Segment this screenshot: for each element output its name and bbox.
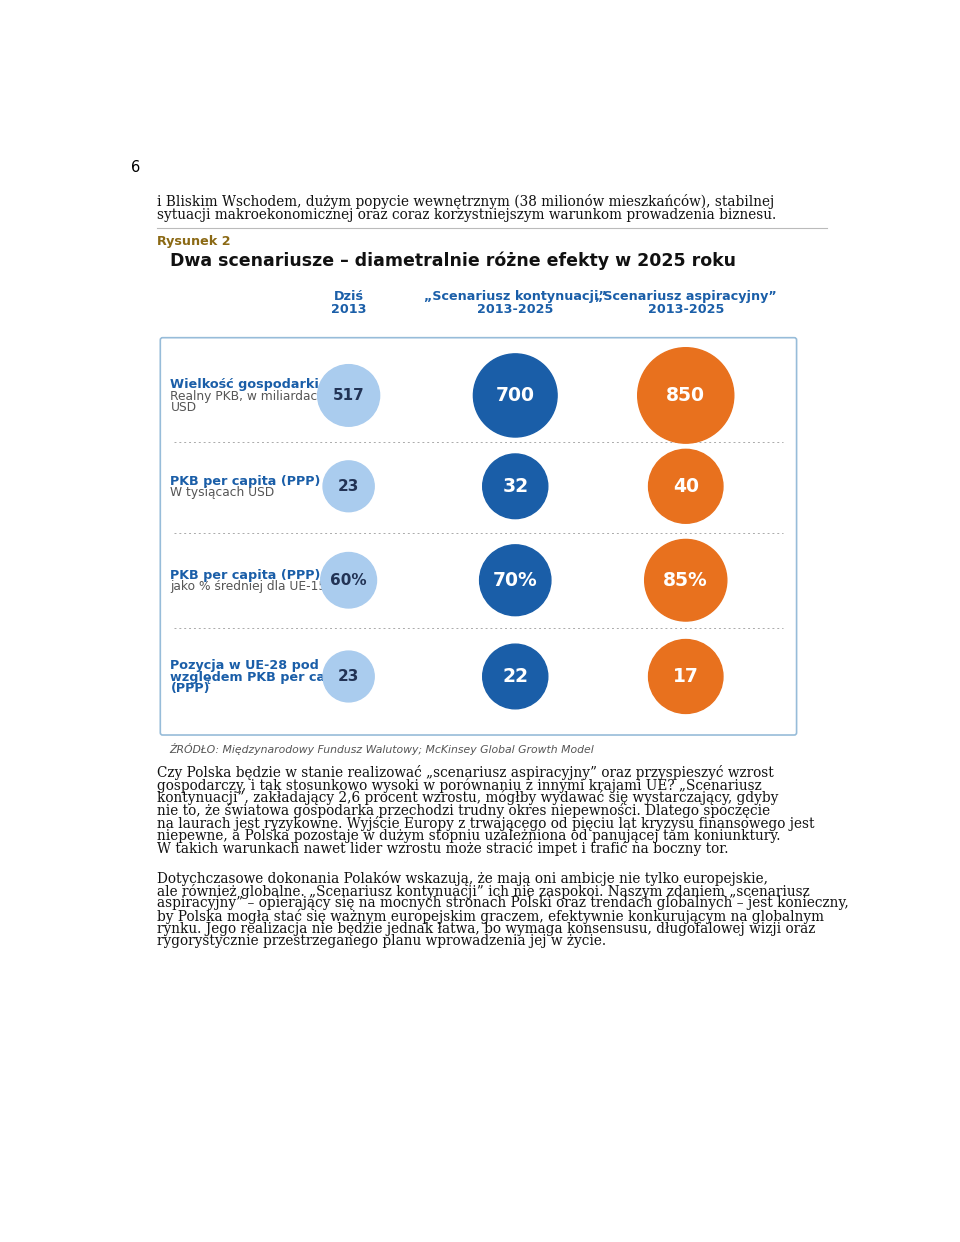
Text: sytuacji makroekonomicznej oraz coraz korzystniejszym warunkom prowadzenia bizne: sytuacji makroekonomicznej oraz coraz ko…: [157, 207, 777, 221]
Text: 85%: 85%: [663, 571, 708, 590]
Text: gospodarczy, i tak stosunkowo wysoki w porównaniu z innymi krajami UE? „Scenariu: gospodarczy, i tak stosunkowo wysoki w p…: [157, 777, 762, 792]
Text: 17: 17: [673, 667, 699, 686]
Text: 850: 850: [666, 386, 706, 405]
Text: nie to, że światowa gospodarka przechodzi trudny okres niepewności. Dlatego spoc: nie to, że światowa gospodarka przechodz…: [157, 804, 770, 818]
Circle shape: [649, 640, 723, 713]
Text: niepewne, a Polska pozostaje w dużym stopniu uzależniona od panującej tam koniun: niepewne, a Polska pozostaje w dużym sto…: [157, 828, 780, 842]
Text: W takich warunkach nawet lider wzrostu może stracić impet i trafić na boczny tor: W takich warunkach nawet lider wzrostu m…: [157, 841, 729, 856]
Text: 32: 32: [502, 477, 528, 496]
Text: na laurach jest ryzykowne. Wyjście Europy z trwającego od pięciu lat kryzysu fin: na laurach jest ryzykowne. Wyjście Europ…: [157, 816, 815, 831]
Text: 40: 40: [673, 477, 699, 496]
Circle shape: [473, 354, 557, 437]
Text: USD: USD: [170, 401, 197, 415]
Text: 22: 22: [502, 667, 528, 686]
Circle shape: [321, 553, 376, 609]
Circle shape: [480, 545, 551, 616]
Text: jako % średniej dla UE-15: jako % średniej dla UE-15: [170, 580, 326, 594]
Text: kontynuacji”, zakładający 2,6 procent wzrostu, mógłby wydawać się wystarczający,: kontynuacji”, zakładający 2,6 procent wz…: [157, 790, 779, 806]
FancyBboxPatch shape: [160, 338, 797, 735]
Text: 70%: 70%: [492, 571, 538, 590]
Circle shape: [483, 455, 548, 519]
Text: i Bliskim Wschodem, dużym popycie wewnętrznym (38 milionów mieszkańców), stabiln: i Bliskim Wschodem, dużym popycie wewnęt…: [157, 194, 775, 209]
Text: 23: 23: [338, 669, 359, 684]
Text: 2013: 2013: [331, 303, 367, 315]
Text: PKB per capita (PPP): PKB per capita (PPP): [170, 569, 321, 581]
Text: 2013-2025: 2013-2025: [477, 303, 553, 315]
Text: PKB per capita (PPP): PKB per capita (PPP): [170, 474, 321, 488]
Text: (PPP): (PPP): [170, 682, 210, 696]
Circle shape: [649, 450, 723, 523]
Circle shape: [645, 539, 727, 621]
Text: Dotychczasowe dokonania Polaków wskazują, że mają oni ambicje nie tylko europejs: Dotychczasowe dokonania Polaków wskazują…: [157, 871, 768, 886]
Text: 60%: 60%: [330, 573, 367, 587]
Text: ale również globalne. „Scenariusz kontynuacji” ich nie zaspokoi. Naszym zdaniem : ale również globalne. „Scenariusz kontyn…: [157, 883, 810, 899]
Circle shape: [318, 365, 379, 426]
Text: Realny PKB, w miliardach: Realny PKB, w miliardach: [170, 390, 325, 402]
Text: 517: 517: [333, 388, 365, 402]
Text: „Scenariusz kontynuacji”: „Scenariusz kontynuacji”: [423, 289, 607, 303]
Text: Rysunek 2: Rysunek 2: [157, 235, 230, 248]
Text: by Polska mogła stać się ważnym europejskim graczem, efektywnie konkurującym na : by Polska mogła stać się ważnym europejs…: [157, 909, 825, 924]
Text: 2013-2025: 2013-2025: [648, 303, 724, 315]
Text: Dwa scenariusze – diametralnie różne efekty w 2025 roku: Dwa scenariusze – diametralnie różne efe…: [170, 251, 736, 270]
Circle shape: [483, 645, 548, 709]
Text: aspiracyjny” – opierający się na mocnych stronach Polski oraz trendach globalnyc: aspiracyjny” – opierający się na mocnych…: [157, 897, 849, 910]
Circle shape: [324, 461, 374, 512]
Text: rynku. Jego realizacja nie będzie jednak łatwa, bo wymaga konsensusu, długofalow: rynku. Jego realizacja nie będzie jednak…: [157, 922, 816, 935]
Text: Pozycja w UE-28 pod: Pozycja w UE-28 pod: [170, 660, 320, 672]
Text: rygorystycznie przestrzeganego planu wprowadzenia jej w życie.: rygorystycznie przestrzeganego planu wpr…: [157, 934, 607, 949]
Circle shape: [637, 348, 733, 443]
Text: Wielkość gospodarki: Wielkość gospodarki: [170, 378, 320, 391]
Text: 700: 700: [495, 386, 535, 405]
Text: W tysiącach USD: W tysiącach USD: [170, 487, 275, 499]
Text: ŹRÓDŁO: Międzynarodowy Fundusz Walutowy; McKinsey Global Growth Model: ŹRÓDŁO: Międzynarodowy Fundusz Walutowy;…: [169, 744, 593, 755]
Text: „Scenariusz aspiracyjny”: „Scenariusz aspiracyjny”: [595, 289, 777, 303]
Text: Czy Polska będzie w stanie realizować „scenariusz aspiracyjny” oraz przyspieszyć: Czy Polska będzie w stanie realizować „s…: [157, 765, 774, 780]
Text: 23: 23: [338, 479, 359, 494]
Text: względem PKB per capita: względem PKB per capita: [170, 671, 354, 683]
Circle shape: [324, 651, 374, 702]
Text: Dziś: Dziś: [334, 289, 364, 303]
Text: 6: 6: [131, 160, 140, 175]
